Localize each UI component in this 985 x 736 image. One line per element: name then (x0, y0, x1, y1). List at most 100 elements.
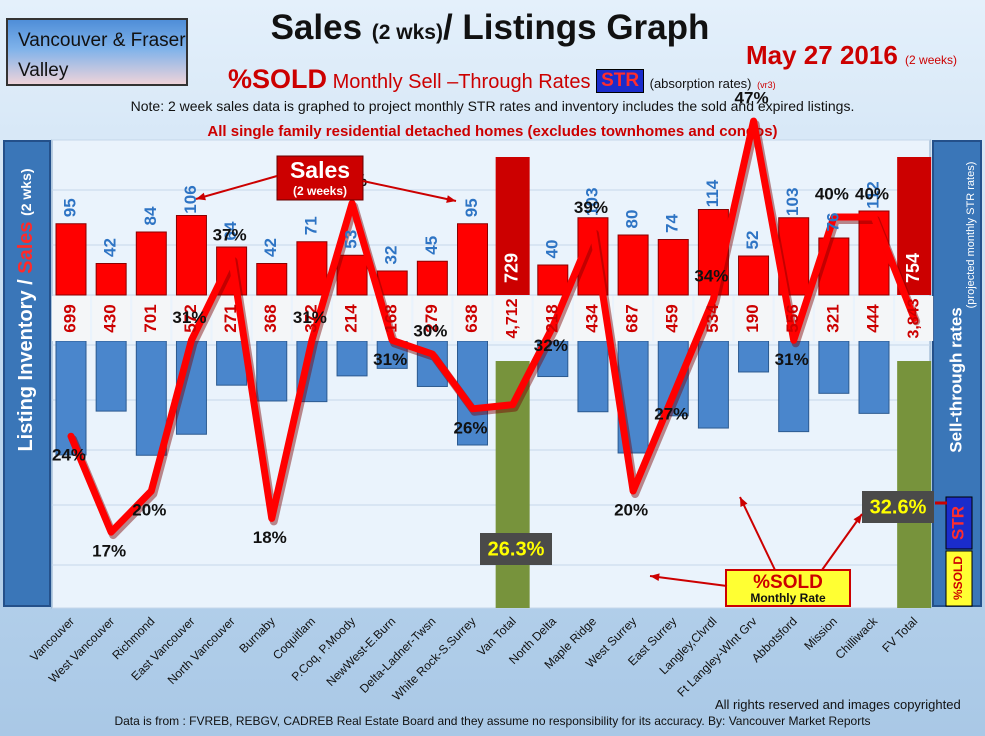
chart-title: Sales (2 wks)/ Listings Graph (180, 8, 800, 48)
sales-bar (457, 223, 488, 296)
subtitle-str-badge: STR (596, 69, 645, 93)
chart-note-detached: All single family residential detached h… (207, 123, 778, 140)
sales-bar (617, 234, 649, 296)
sales-arrow-right-head (446, 195, 456, 203)
sales-label: 52 (743, 231, 762, 250)
listing-label: 168 (382, 304, 401, 332)
sales-arrow-left (195, 175, 278, 200)
sales-label: 53 (342, 230, 361, 249)
pct-arrow-up-head (740, 497, 748, 507)
total-pct-label: 26.3% (488, 538, 545, 560)
sales-label: 112 (863, 181, 882, 208)
listing-bar (256, 340, 288, 402)
sales-bar (135, 231, 167, 296)
title-main: Sales (270, 8, 363, 47)
sales-label: 754 (903, 253, 923, 283)
rights-note: All rights reserved and images copyright… (715, 697, 961, 712)
listing-label-box (614, 296, 653, 341)
sales-bar (175, 215, 207, 296)
region-label: Vancouver & Fraser Valley (6, 18, 188, 86)
listing-label: 279 (422, 304, 441, 332)
date-note: (2 weeks) (905, 53, 958, 67)
listing-label-box (654, 296, 693, 341)
listing-label-box (855, 296, 893, 341)
sales-arrow-right (362, 180, 457, 202)
sales-callout-box (276, 155, 364, 201)
str-pct-label: 37% (213, 226, 247, 245)
listing-label: 444 (863, 304, 882, 333)
listing-label: 556 (783, 304, 802, 332)
listing-bar (336, 340, 368, 377)
str-pct-label: 47% (735, 89, 769, 108)
str-line-layer (67, 117, 921, 540)
str-pct-label: 20% (614, 500, 648, 519)
y-axis-label-top: Sales (15, 216, 37, 274)
pct-arrow-right-head (853, 514, 862, 524)
sales-label: 84 (141, 206, 160, 225)
listing-label: 534 (703, 304, 722, 333)
sales-label: 80 (623, 210, 642, 229)
chart-subtitle: %SOLD Monthly Sell –Through Rates STR (a… (228, 64, 776, 95)
sales-bar (336, 254, 368, 296)
listing-label: 3,843 (905, 298, 922, 338)
y-axis-label-left: Listing Inventory / Sales (2 wks) (15, 168, 37, 451)
category-label: Delta-Ladner-Twsn (357, 614, 439, 696)
listing-label: 321 (823, 304, 842, 332)
category-label: Chilliwack (833, 614, 881, 662)
listing-label: 572 (181, 304, 200, 332)
str-pct-label: 34% (694, 267, 728, 286)
listing-label-box (252, 296, 291, 341)
sales-label: 32 (382, 246, 401, 265)
sales-bar (416, 260, 448, 296)
sales-arrow-left-head (196, 192, 206, 201)
listing-bar (738, 340, 770, 373)
listing-label: 218 (542, 304, 561, 332)
listing-label-box (453, 296, 492, 341)
listing-label: 434 (582, 304, 601, 333)
listing-bar (697, 340, 729, 429)
listing-label-box (413, 296, 452, 341)
title-small: (2 wks) (371, 21, 443, 44)
sales-label: 40 (542, 240, 561, 259)
left-axis-panel (3, 140, 51, 607)
str-line (67, 117, 918, 536)
pct-badge-box (945, 550, 973, 607)
sales-label: 42 (261, 238, 280, 257)
sales-bar (55, 223, 87, 296)
pct-callout-sub: Monthly Rate (750, 591, 826, 605)
sales-bar (495, 157, 530, 295)
listing-label: 214 (342, 304, 361, 333)
subtitle-note: (absorption rates) (649, 76, 752, 91)
listing-label-box (52, 296, 90, 341)
listing-label: 638 (462, 304, 481, 332)
str-pct-label: 18% (253, 528, 287, 547)
sales-bar (537, 264, 569, 296)
sales-label: 45 (422, 236, 441, 255)
sales-label: 76 (823, 213, 842, 232)
sales-bar (256, 263, 288, 296)
category-label: Mission (801, 614, 840, 653)
y-axis-label-top-small: (2 wks) (18, 168, 34, 215)
sales-bar (738, 255, 770, 296)
y-axis-label-right: Sell-through rates (946, 307, 965, 452)
listing-label-box (734, 296, 773, 341)
pct-arrow-right (821, 513, 863, 571)
pct-arrow-left (649, 575, 728, 587)
sales-label: 71 (301, 216, 320, 235)
sales-label: 42 (101, 238, 120, 257)
sales-label: 729 (501, 253, 521, 283)
category-label: Ft Langley-Wlnt Grv (674, 614, 759, 699)
str-pct-label: 31% (172, 308, 206, 327)
pct-callout-text: %SOLD (753, 572, 823, 593)
pct-callout-box (725, 569, 851, 607)
str-pct-label: 31% (775, 350, 809, 369)
pct-arrow-up (739, 496, 776, 571)
y-axis-label-right-small: (projected monthly STR rates) (965, 162, 977, 309)
title-rest: / Listings Graph (442, 8, 710, 47)
listing-label: 190 (743, 304, 762, 332)
sales-label: 103 (582, 188, 601, 216)
sales-bar (897, 157, 932, 295)
subtitle-version: (vr3) (757, 80, 776, 90)
listing-bar (897, 361, 932, 608)
